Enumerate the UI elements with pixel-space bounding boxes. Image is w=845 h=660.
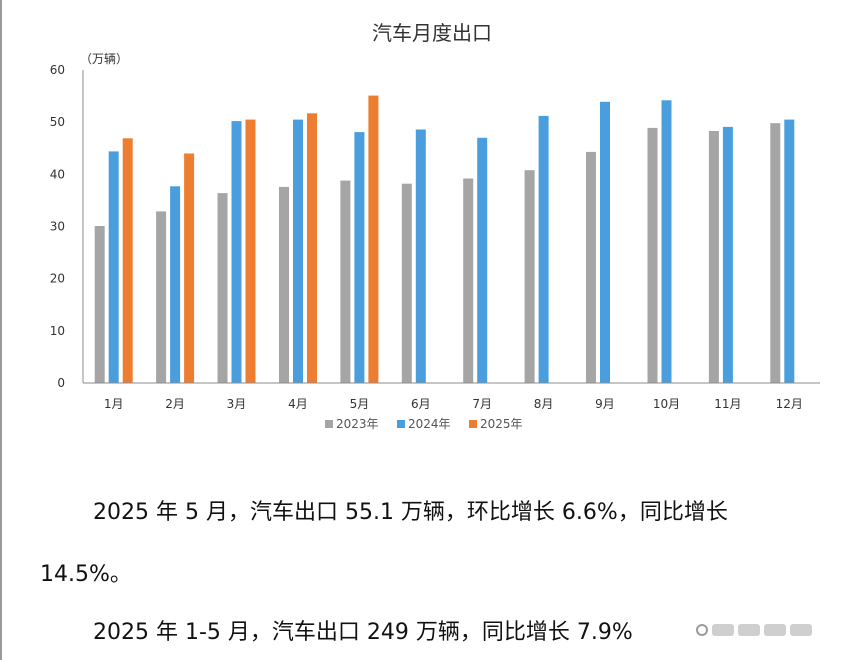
x-tick-label: 6月 — [411, 397, 431, 411]
bar-2025年-2月 — [184, 153, 195, 383]
y-axis-unit-label: （万辆） — [80, 52, 128, 66]
y-tick-label: 60 — [50, 63, 65, 77]
y-tick-label: 20 — [50, 272, 65, 286]
y-axis: 0 10 20 30 40 50 60 — [50, 63, 84, 390]
bar-2023年-5月 — [340, 180, 351, 383]
source-watermark — [696, 624, 812, 636]
bar-2024年-8月 — [538, 115, 549, 384]
y-tick-label: 0 — [57, 376, 65, 390]
y-tick-label: 10 — [50, 324, 65, 338]
bar-2025年-4月 — [307, 113, 317, 384]
watermark-logo-icon — [696, 624, 708, 636]
x-tick-label: 2月 — [165, 397, 185, 411]
x-tick-label: 5月 — [350, 397, 370, 411]
x-tick-label: 10月 — [653, 397, 680, 411]
bar-2023年-8月 — [524, 170, 535, 383]
watermark-text-block — [764, 624, 786, 636]
y-tick-label: 40 — [50, 167, 65, 181]
bar-2024年-10月 — [661, 100, 672, 384]
bar-2023年-4月 — [279, 186, 289, 383]
bar-2024年-9月 — [600, 101, 610, 384]
legend-swatch — [325, 420, 333, 428]
page-left-border — [0, 0, 2, 660]
bar-2023年-9月 — [586, 151, 596, 383]
x-tick-label: 12月 — [776, 397, 803, 411]
bar-2023年-7月 — [463, 178, 474, 383]
bar-2023年-2月 — [156, 211, 167, 383]
monthly-export-chart: 汽车月度出口 （万辆） 0 10 20 30 40 50 60 1月 2月 3月 4月 5月 6月 7月… — [50, 21, 820, 431]
bar-2025年-1月 — [122, 138, 133, 383]
y-tick-label: 30 — [50, 220, 65, 234]
bar-2024年-1月 — [108, 151, 119, 383]
bar-2023年-11月 — [708, 131, 719, 383]
x-tick-label: 7月 — [472, 397, 492, 411]
legend-label: 2023年 — [336, 417, 379, 431]
x-tick-label: 11月 — [714, 397, 741, 411]
bar-2025年-3月 — [245, 119, 256, 383]
bar-2023年-10月 — [647, 127, 658, 384]
legend-swatch — [469, 420, 477, 428]
x-tick-label: 4月 — [288, 397, 308, 411]
x-tick-label: 9月 — [595, 397, 615, 411]
bar-2023年-6月 — [401, 183, 412, 383]
bar-2023年-12月 — [770, 123, 781, 383]
x-axis: 1月 2月 3月 4月 5月 6月 7月 8月 9月 10月 11月 12月 — [83, 382, 820, 411]
watermark-text-block — [712, 624, 734, 636]
legend-label: 2024年 — [408, 417, 451, 431]
bar-2023年-3月 — [217, 193, 228, 383]
bar-2024年-11月 — [722, 126, 733, 384]
x-tick-label: 1月 — [104, 397, 124, 411]
bar-2024年-5月 — [354, 132, 365, 383]
chart-legend: 2023年 2024年 2025年 — [325, 417, 523, 431]
bar-2024年-4月 — [293, 119, 303, 383]
bar-series-group — [94, 95, 795, 384]
y-tick-label: 50 — [50, 115, 65, 129]
legend-swatch — [397, 420, 405, 428]
bar-2025年-5月 — [368, 95, 379, 383]
bar-2024年-7月 — [477, 137, 488, 383]
bar-2024年-2月 — [170, 186, 181, 383]
legend-label: 2025年 — [480, 417, 523, 431]
bar-2024年-6月 — [415, 129, 426, 383]
watermark-text-block — [738, 624, 760, 636]
x-tick-label: 8月 — [534, 397, 554, 411]
bar-2024年-3月 — [231, 121, 242, 383]
summary-paragraph-1-continued: 14.5%。 — [40, 562, 132, 587]
x-tick-label: 3月 — [227, 397, 247, 411]
bar-2024年-12月 — [784, 119, 795, 383]
bar-2023年-1月 — [94, 226, 105, 383]
chart-title: 汽车月度出口 — [372, 21, 492, 45]
summary-paragraph-2: 2025 年 1-5 月，汽车出口 249 万辆，同比增长 7.9% — [93, 620, 633, 645]
watermark-text-block — [790, 624, 812, 636]
summary-paragraph-1: 2025 年 5 月，汽车出口 55.1 万辆，环比增长 6.6%，同比增长 — [93, 500, 728, 525]
